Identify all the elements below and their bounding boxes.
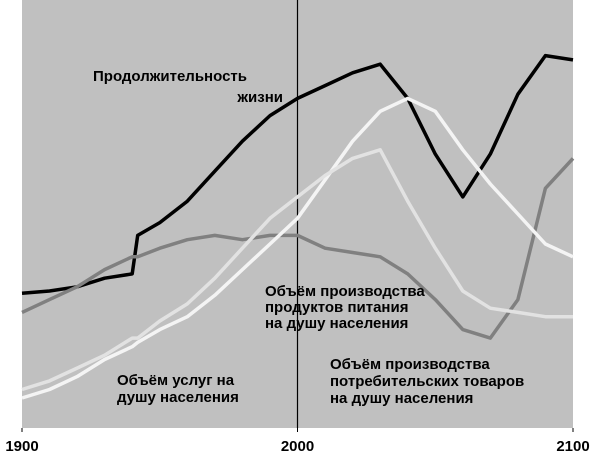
series-label: Продолжительность: [93, 68, 247, 85]
series-label: на душу населения: [330, 390, 473, 407]
x-tick-label: 2100: [556, 438, 589, 455]
series-label: Объём производства: [330, 356, 490, 373]
series-label: Объём услуг на: [117, 372, 235, 389]
x-tick-label: 2000: [281, 438, 314, 455]
series-label: жизни: [236, 89, 283, 106]
series-line: [21, 157, 575, 340]
x-tick-label: 1900: [5, 438, 38, 455]
series-label: потребительских товаров: [330, 373, 524, 390]
series-line: [21, 148, 573, 392]
series-label: на душу населения: [265, 315, 408, 332]
series-label: душу населения: [117, 389, 239, 406]
series-label: продуктов питания: [265, 299, 408, 316]
series-line: [21, 53, 574, 295]
series-label: Объём производства: [265, 283, 425, 300]
series-line: [21, 96, 574, 400]
